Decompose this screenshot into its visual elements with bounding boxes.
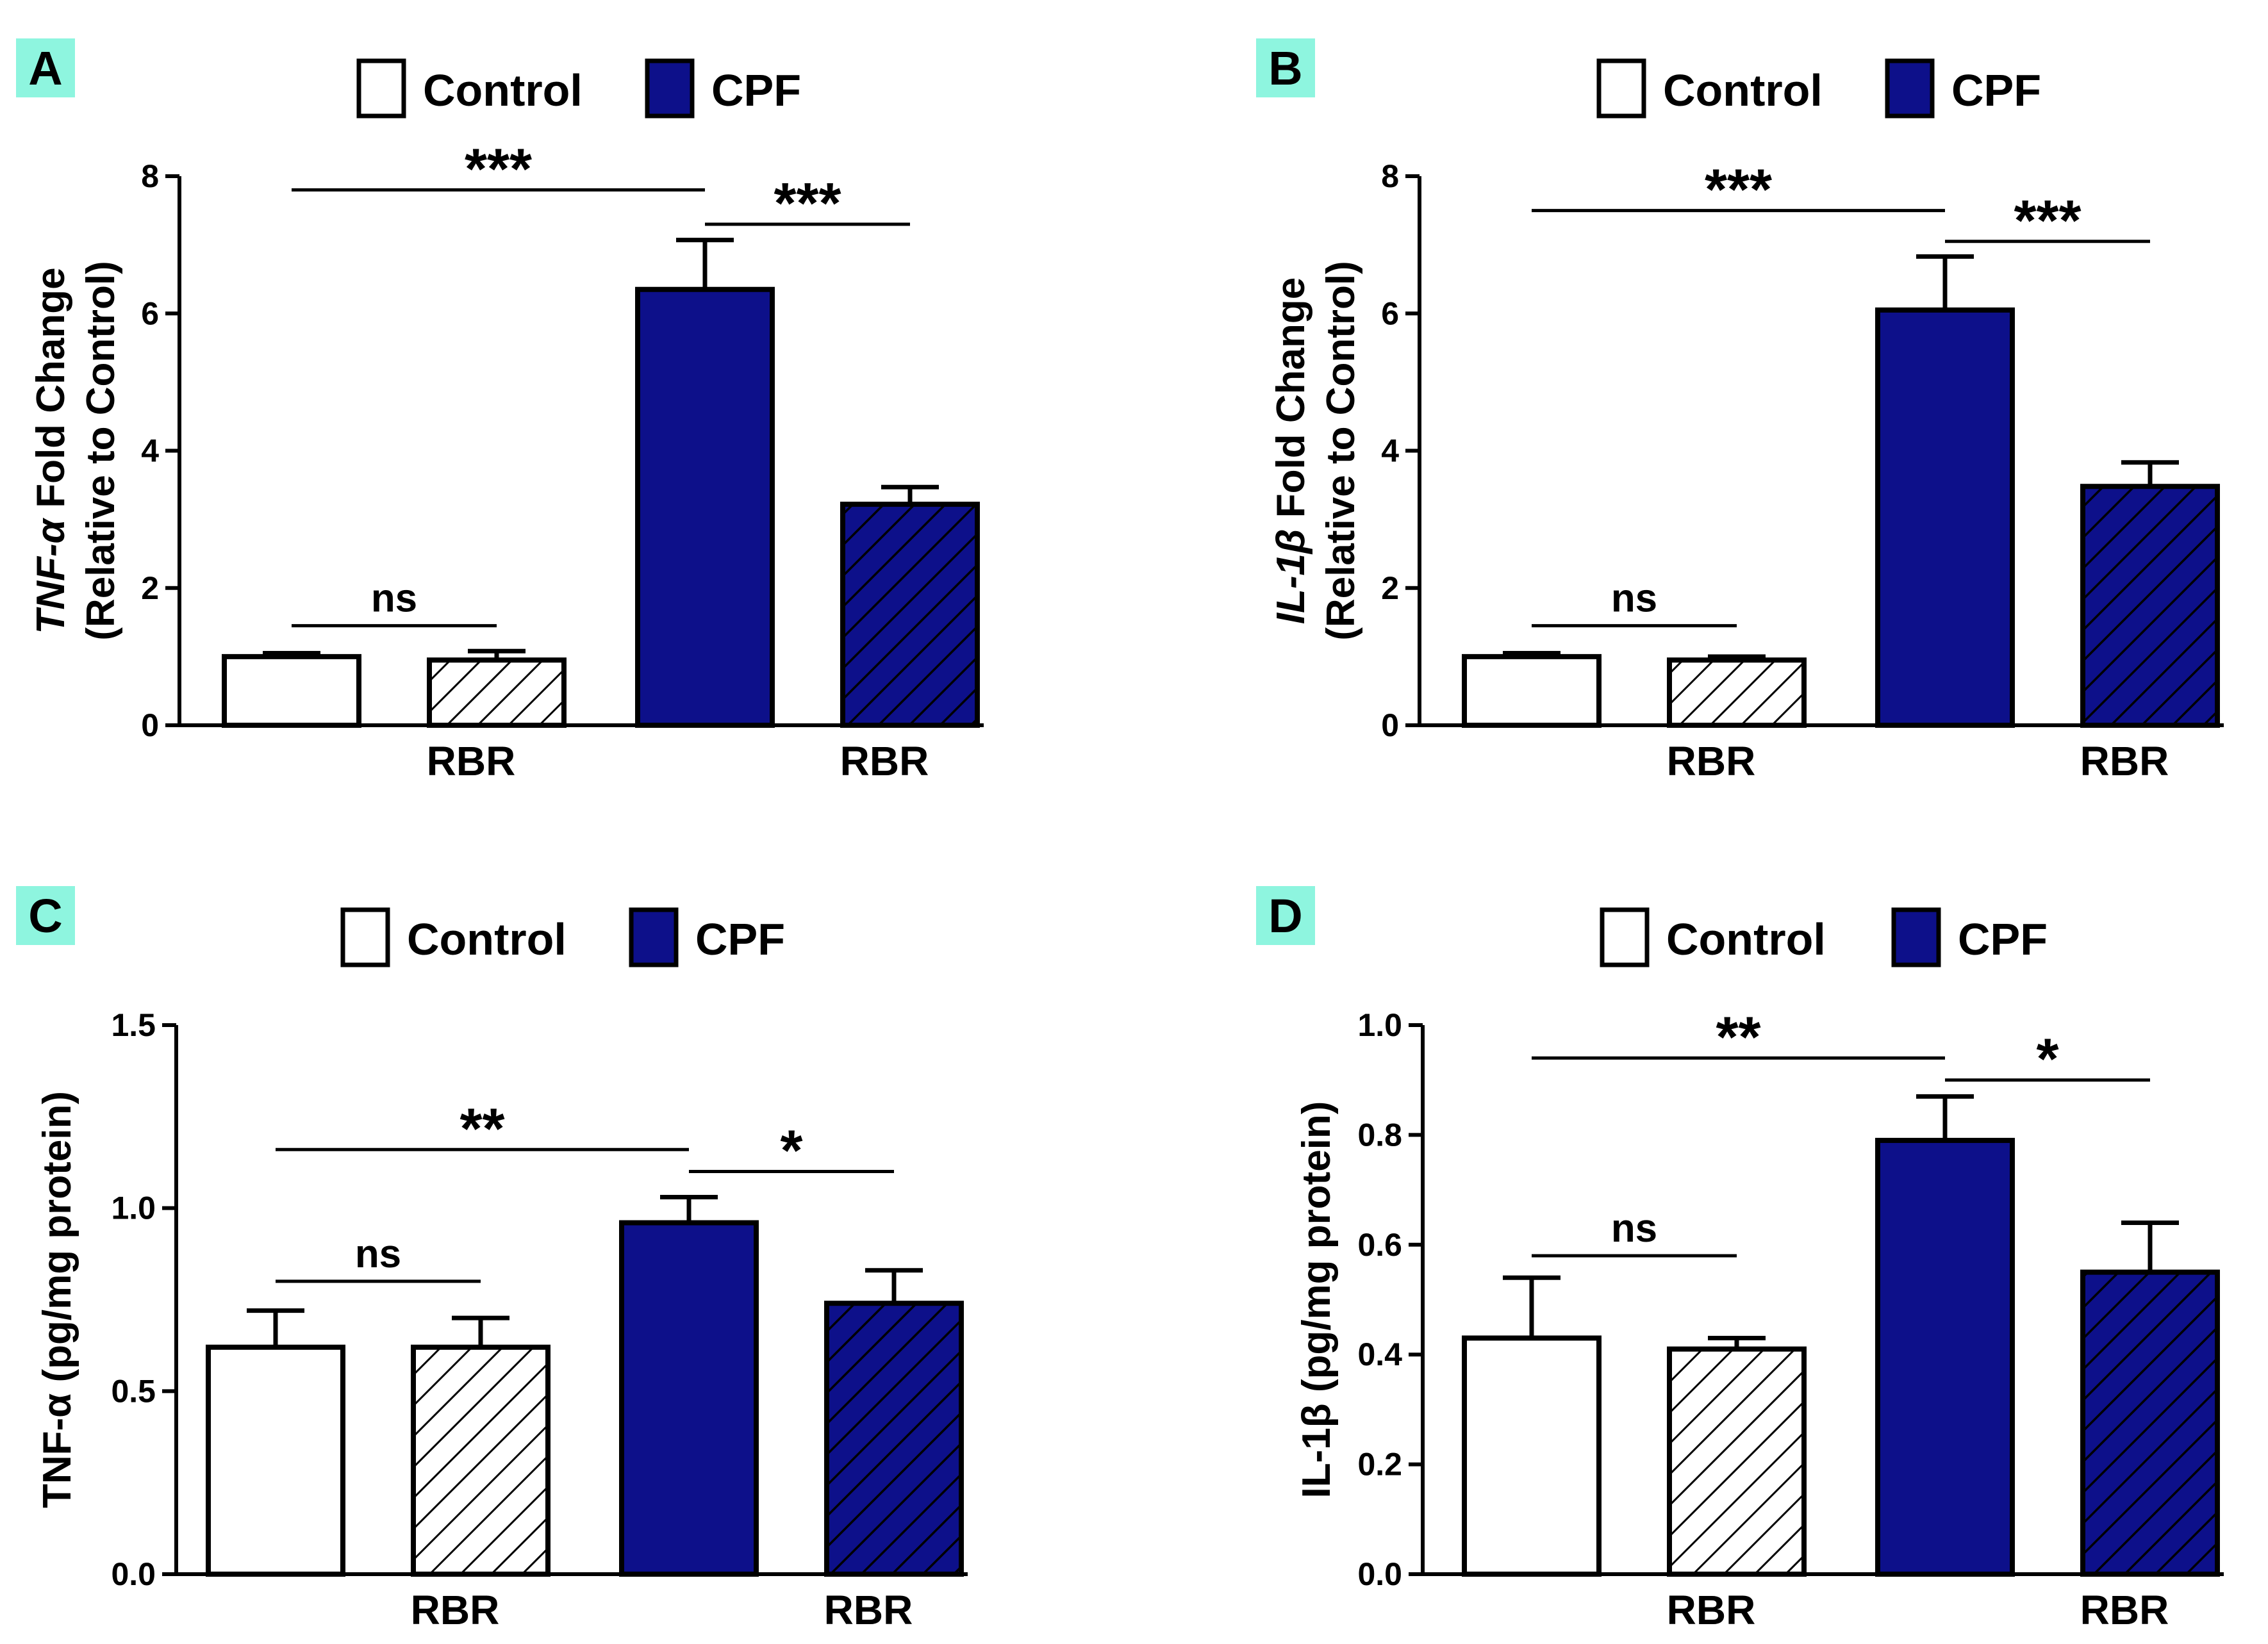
bar-4 xyxy=(840,502,980,728)
y-axis-label-unit: (pg/mg protein) xyxy=(35,1091,79,1383)
bar-1 xyxy=(206,1344,345,1577)
y-axis-label-main: TNF-α xyxy=(35,1383,79,1509)
x-label-rbr: RBR xyxy=(1667,738,1756,784)
legend-control-label: Control xyxy=(1666,914,1826,964)
legend-cpf-label: CPF xyxy=(711,65,801,115)
bar-4 xyxy=(2080,484,2220,728)
legend-control-swatch xyxy=(340,907,390,967)
panel-b: B Control CPF 0 2 4 6 8 IL-1β Fold Change (Relati… xyxy=(1256,38,2224,784)
bar-1 xyxy=(1462,653,1602,728)
bar-3 xyxy=(619,1220,759,1577)
panel-label-bg xyxy=(1256,38,1315,97)
x-label-rbr: RBR xyxy=(411,1587,500,1633)
legend-cpf-label: CPF xyxy=(1958,914,2048,964)
legend-cpf-label: CPF xyxy=(1951,65,2041,115)
significance-ns: ns xyxy=(1611,1206,1657,1251)
legend-cpf-swatch xyxy=(629,907,679,967)
bar-2 xyxy=(411,1344,550,1577)
significance-stars: * xyxy=(780,1119,802,1183)
bar-1 xyxy=(222,653,361,728)
y-tick-label: 0.0 xyxy=(1357,1556,1402,1592)
significance-stars: ** xyxy=(1716,1005,1760,1069)
y-tick-label: 6 xyxy=(141,295,159,331)
y-tick-label: 2 xyxy=(141,570,159,606)
y-tick-label: 2 xyxy=(1381,570,1399,606)
legend-cpf-swatch xyxy=(645,58,695,119)
panel-a: A Control CPF 0 2 4 6 8 TNF-α Fold Change (Relati… xyxy=(16,38,984,784)
legend-control-label: Control xyxy=(1663,65,1823,115)
legend-cpf-swatch xyxy=(1885,58,1935,119)
y-axis-label-main: IL-1β xyxy=(1295,1392,1339,1498)
y-tick-label: 0.2 xyxy=(1357,1447,1402,1483)
legend-control-swatch xyxy=(356,58,406,119)
y-tick-label: 0.6 xyxy=(1357,1227,1402,1263)
y-axis-label-gene: IL-1β xyxy=(1269,518,1313,624)
panel-label-bg xyxy=(16,38,75,97)
panel-label: A xyxy=(28,42,62,95)
y-tick-label: 6 xyxy=(1381,295,1399,331)
y-tick-label: 8 xyxy=(141,158,159,194)
legend-control-label: Control xyxy=(407,914,567,964)
y-axis-label: IL-1β Fold Change xyxy=(1269,277,1313,624)
x-label-rbr: RBR xyxy=(840,738,929,784)
bar-2 xyxy=(1667,1346,1807,1577)
panel-label: B xyxy=(1268,42,1302,95)
panel-c: C Control CPF 0.0 0.5 1.0 1.5 TNF-α (pg/mg prot… xyxy=(16,886,968,1633)
legend-cpf-swatch xyxy=(1891,907,1941,967)
y-axis-label: TNF-α Fold Change xyxy=(29,267,73,634)
significance-ns: ns xyxy=(371,577,417,621)
y-tick-label: 0.4 xyxy=(1357,1336,1402,1372)
y-tick-label: 1.0 xyxy=(1357,1007,1402,1043)
significance-stars: *** xyxy=(774,172,841,236)
bar-3 xyxy=(635,286,775,728)
y-tick-label: 1.0 xyxy=(111,1190,156,1226)
y-tick-label: 0 xyxy=(141,707,159,743)
bar-1 xyxy=(1462,1335,1602,1577)
significance-stars: ** xyxy=(459,1097,504,1161)
bar-3 xyxy=(1875,307,2015,728)
y-tick-label: 4 xyxy=(141,433,159,469)
y-axis-label: TNF-α (pg/mg protein) xyxy=(35,1091,79,1508)
significance-stars: *** xyxy=(1705,158,1772,222)
panel-label-bg xyxy=(16,886,75,945)
y-axis-label-gene: TNF-α xyxy=(29,508,73,634)
y-axis-label-main: Fold Change xyxy=(29,267,73,507)
x-label-rbr: RBR xyxy=(2080,738,2169,784)
panel-label: C xyxy=(28,889,62,942)
y-axis-label: IL-1β (pg/mg protein) xyxy=(1295,1101,1339,1499)
y-tick-label: 0.5 xyxy=(111,1373,156,1409)
significance-stars: *** xyxy=(2014,189,2081,253)
bar-4 xyxy=(2080,1269,2220,1577)
y-tick-label: 0.8 xyxy=(1357,1117,1402,1153)
bar-3 xyxy=(1875,1137,2015,1577)
y-tick-label: 0.0 xyxy=(111,1556,156,1592)
x-label-rbr: RBR xyxy=(2080,1587,2169,1633)
panel-label-bg xyxy=(1256,886,1315,945)
y-axis-sublabel: (Relative to Control) xyxy=(1319,261,1363,640)
y-axis-label-unit: (pg/mg protein) xyxy=(1295,1101,1339,1393)
panel-d: D Control CPF 0.0 0.2 0.4 0.6 0.8 1.0 IL-1β (pg/m… xyxy=(1256,886,2224,1633)
legend-control-swatch xyxy=(1596,58,1646,119)
x-label-rbr: RBR xyxy=(824,1587,913,1633)
x-label-rbr: RBR xyxy=(427,738,516,784)
y-tick-label: 0 xyxy=(1381,707,1399,743)
y-axis-label-main: Fold Change xyxy=(1269,277,1313,518)
y-axis-sublabel: (Relative to Control) xyxy=(79,261,123,640)
significance-ns: ns xyxy=(1611,577,1657,621)
bar-2 xyxy=(427,657,567,728)
legend-cpf-label: CPF xyxy=(695,914,785,964)
legend-control-label: Control xyxy=(423,65,583,115)
bar-2 xyxy=(1667,657,1807,728)
y-tick-label: 1.5 xyxy=(111,1007,156,1043)
significance-stars: *** xyxy=(465,137,532,201)
y-tick-label: 4 xyxy=(1381,433,1399,469)
legend-control-swatch xyxy=(1600,907,1650,967)
x-label-rbr: RBR xyxy=(1667,1587,1756,1633)
bar-4 xyxy=(824,1301,964,1577)
significance-ns: ns xyxy=(355,1232,401,1276)
y-tick-label: 8 xyxy=(1381,158,1399,194)
significance-stars: * xyxy=(2036,1028,2058,1092)
panel-label: D xyxy=(1268,889,1302,942)
